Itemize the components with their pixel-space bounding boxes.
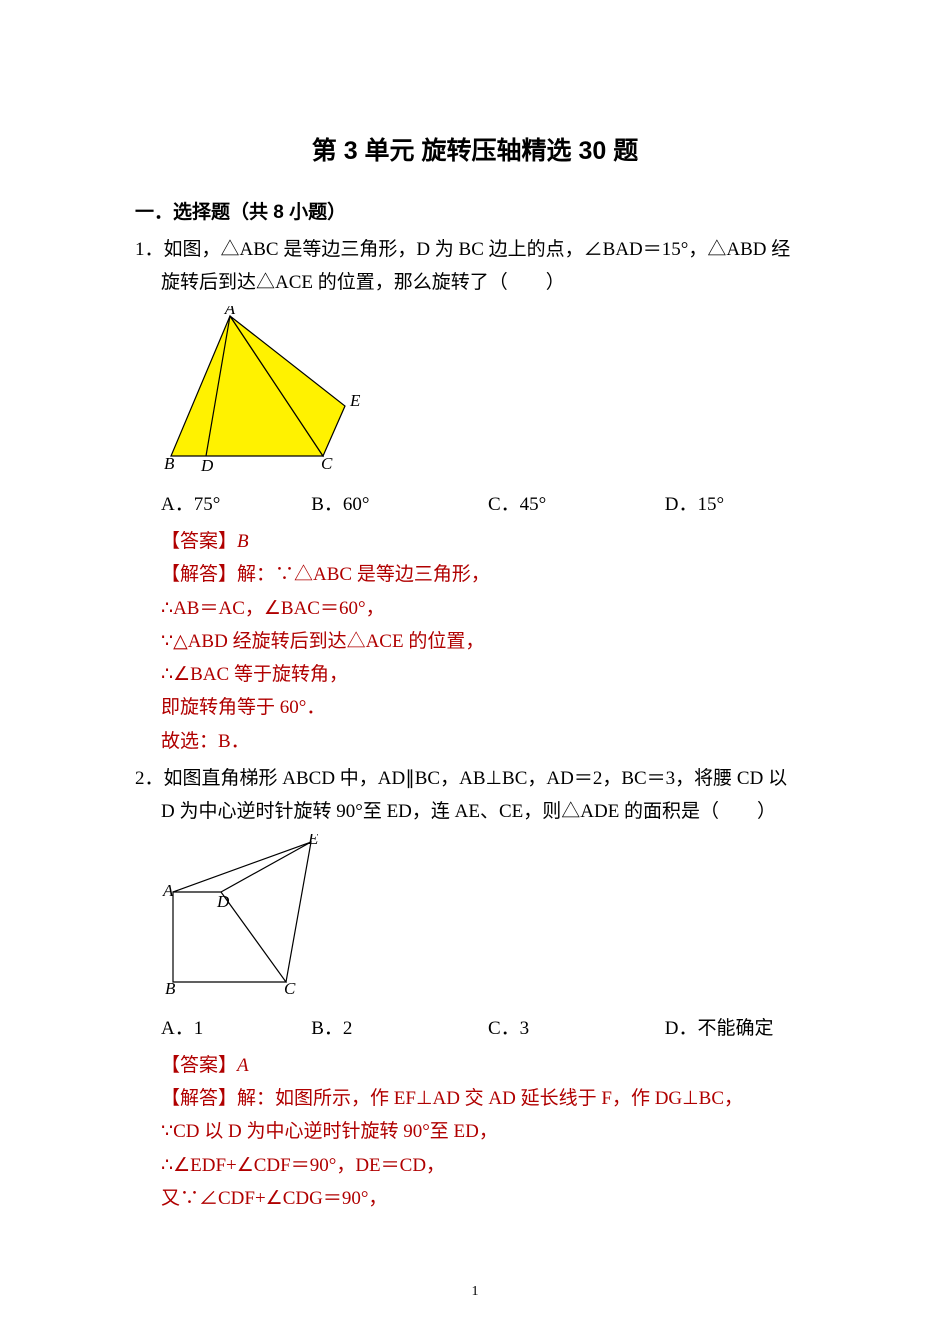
section-header: 一．选择题（共 8 小题） bbox=[135, 196, 815, 229]
q2-figure: A D E B C bbox=[161, 834, 815, 1005]
q2-sol-line-2: ∴∠EDF+∠CDF＝90°，DE＝CD， bbox=[161, 1149, 815, 1182]
q2-sol-line-1: ∵CD 以 D 为中心逆时针旋转 90°至 ED， bbox=[161, 1115, 815, 1148]
q1-label-d: D bbox=[200, 456, 214, 471]
q1-answer-line: 【答案】B bbox=[161, 525, 815, 558]
q2-label-d: D bbox=[216, 892, 230, 911]
q1-choice-b: B．60° bbox=[311, 488, 488, 521]
q1-sol-0: 【解答】解：∵△ABC 是等边三角形， bbox=[161, 558, 815, 591]
q2-choice-a: A．1 bbox=[161, 1012, 311, 1045]
q2-answer-label: 【答案】 bbox=[161, 1055, 237, 1076]
q1-sol-label: 【解答】 bbox=[161, 564, 237, 585]
q2-number: 2． bbox=[135, 768, 164, 789]
q1-answer: B bbox=[237, 531, 249, 552]
q1-label-c: C bbox=[321, 454, 333, 471]
q1-sol-line-1: ∴AB＝AC，∠BAC＝60°， bbox=[161, 592, 815, 625]
q1-choice-c: C．45° bbox=[488, 488, 665, 521]
q1-sol-line-4: 即旋转角等于 60°． bbox=[161, 691, 815, 724]
q2-sol-line-3: 又∵∠CDF+∠CDG＝90°， bbox=[161, 1182, 815, 1215]
q1-answer-label: 【答案】 bbox=[161, 531, 237, 552]
q2-choice-d: D．不能确定 bbox=[665, 1012, 815, 1045]
q2-choice-c: C．3 bbox=[488, 1012, 665, 1045]
q1-label-e: E bbox=[349, 391, 361, 410]
q2-polyline-aec bbox=[173, 842, 311, 982]
q1-label-a: A bbox=[224, 306, 236, 318]
q2-answer-line: 【答案】A bbox=[161, 1049, 815, 1082]
q2-label-e: E bbox=[307, 834, 319, 848]
page-number: 1 bbox=[0, 1280, 950, 1305]
q1-choice-a: A．75° bbox=[161, 488, 311, 521]
q2-sol-0: 【解答】解：如图所示，作 EF⊥AD 交 AD 延长线于 F，作 DG⊥BC， bbox=[161, 1082, 815, 1115]
q2-choices: A．1 B．2 C．3 D．不能确定 bbox=[161, 1012, 815, 1045]
q2-trapezoid-abcd bbox=[173, 892, 286, 982]
q1-sol-line-5: 故选：B． bbox=[161, 725, 815, 758]
q2-line-0: 如图直角梯形 ABCD 中，AD∥BC，AB⊥BC，AD＝2，BC＝3，将腰 C… bbox=[164, 768, 788, 789]
q1-label-b: B bbox=[164, 454, 175, 471]
q1-sol-line-2: ∵△ABD 经旋转后到达△ACE 的位置， bbox=[161, 625, 815, 658]
q2-line-1: D 为中心逆时针旋转 90°至 ED，连 AE、CE，则△ADE 的面积是（ ） bbox=[161, 795, 815, 828]
q2-answer: A bbox=[237, 1055, 249, 1076]
question-2: 2．如图直角梯形 ABCD 中，AD∥BC，AB⊥BC，AD＝2，BC＝3，将腰… bbox=[135, 762, 815, 1215]
q2-label-a: A bbox=[162, 881, 174, 900]
q1-choices: A．75° B．60° C．45° D．15° bbox=[161, 488, 815, 521]
page-title: 第 3 单元 旋转压轴精选 30 题 bbox=[135, 130, 815, 174]
q2-label-b: B bbox=[165, 979, 176, 994]
q1-sol-line-3: ∴∠BAC 等于旋转角， bbox=[161, 658, 815, 691]
q1-line-1: 旋转后到达△ACE 的位置，那么旋转了（ ） bbox=[161, 266, 815, 299]
q1-line-0: 如图，△ABC 是等边三角形，D 为 BC 边上的点，∠BAD＝15°，△ABD… bbox=[164, 239, 791, 260]
q1-sol-line-0: 解：∵△ABC 是等边三角形， bbox=[237, 564, 490, 585]
q2-label-c: C bbox=[284, 979, 296, 994]
q1-number: 1． bbox=[135, 239, 164, 260]
q1-choice-d: D．15° bbox=[665, 488, 815, 521]
q1-figure: A B C D E bbox=[161, 306, 815, 482]
q2-sol-line-0: 解：如图所示，作 EF⊥AD 交 AD 延长线于 F，作 DG⊥BC， bbox=[237, 1088, 743, 1109]
question-1: 1．如图，△ABC 是等边三角形，D 为 BC 边上的点，∠BAD＝15°，△A… bbox=[135, 233, 815, 758]
q2-sol-label: 【解答】 bbox=[161, 1088, 237, 1109]
q2-segment-de bbox=[221, 842, 311, 892]
q2-choice-b: B．2 bbox=[311, 1012, 488, 1045]
